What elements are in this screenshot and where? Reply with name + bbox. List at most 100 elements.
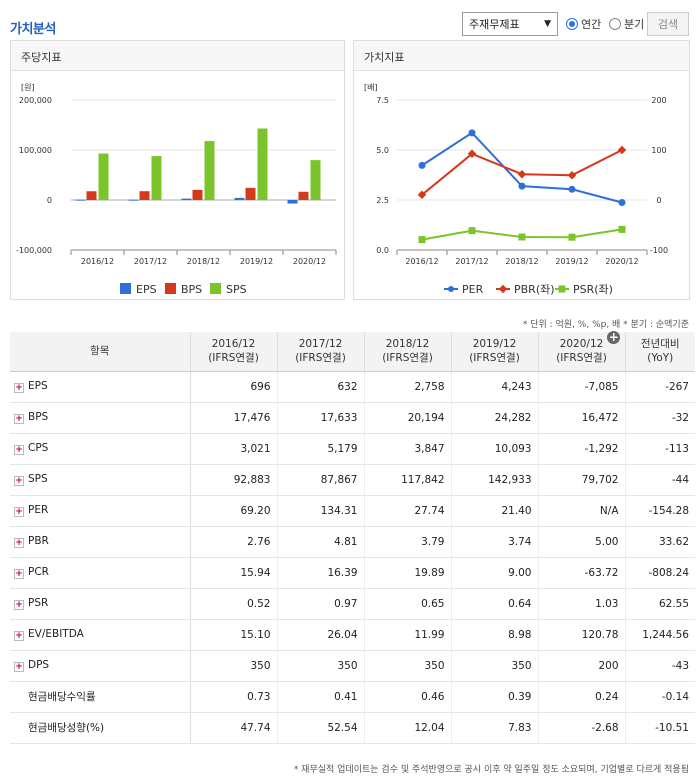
data-point — [468, 227, 476, 235]
expand-row-icon[interactable]: + — [14, 662, 24, 672]
expand-row-icon[interactable]: + — [14, 507, 24, 517]
statement-select[interactable]: 주재무제표 ▼ — [462, 12, 558, 36]
row-label-cell[interactable]: + DPS — [10, 650, 191, 682]
table-row: + SPS 92,883 87,867 117,842 142,933 79,702 -44 — [10, 464, 695, 496]
y-tick-label: 200,000 — [19, 96, 52, 105]
header-text: (IFRS연결) — [295, 352, 346, 365]
table-cell: 2,758 — [364, 371, 452, 403]
table-cell: 3,021 — [190, 433, 278, 465]
legend-label: BPS — [181, 283, 202, 296]
table-cell: 17,476 — [190, 402, 278, 434]
table-cell: -10.51 — [625, 712, 695, 744]
radio-quarter-label: 분기 — [624, 18, 645, 31]
x-tick-label: 2019/12 — [555, 257, 588, 266]
table-cell: -267 — [625, 371, 695, 403]
table-cell: 142,933 — [451, 464, 539, 496]
y-axis-unit: [배] — [364, 83, 378, 92]
row-label-cell[interactable]: + PBR — [10, 526, 191, 558]
expand-row-icon[interactable]: + — [14, 476, 24, 486]
bar-eps — [181, 198, 192, 200]
table-cell: -808.24 — [625, 557, 695, 589]
expand-row-icon[interactable]: + — [14, 569, 24, 579]
data-point — [618, 225, 626, 233]
y-tick-label: 2.5 — [376, 196, 389, 205]
table-row: + PER 69.20 134.31 27.74 21.40 N/A -154.28 — [10, 495, 695, 527]
data-point — [618, 199, 626, 206]
row-label: PSR — [28, 597, 49, 609]
expand-row-icon[interactable]: + — [14, 538, 24, 548]
table-cell: 69.20 — [190, 495, 278, 527]
table-cell: 19.89 — [364, 557, 452, 589]
legend-swatch — [120, 283, 131, 294]
unit-note: * 단위 : 억원, %, %p, 배 * 분기 : 순액기준 — [522, 320, 689, 330]
table-cell: 87,867 — [277, 464, 365, 496]
expand-row-icon[interactable]: + — [14, 631, 24, 641]
expand-row-icon[interactable]: + — [14, 445, 24, 455]
table-cell: 9.00 — [451, 557, 539, 589]
valuation-chart: [배] 7.5 5.0 2.5 0.0 200 100 0 -100 2016/12 2017/12… — [364, 83, 668, 296]
table-row: + PCR 15.94 16.39 19.89 9.00 -63.72 -808.24 — [10, 557, 695, 589]
row-label: PCR — [28, 566, 49, 578]
per-share-chart: [원] 200,000 100,000 0 -100,000 2016/12 2017/12… — [16, 83, 337, 296]
table-cell: 0.41 — [277, 681, 365, 713]
data-point — [617, 145, 627, 155]
table-cell: 117,842 — [364, 464, 452, 496]
row-label-cell[interactable]: + PSR — [10, 588, 191, 620]
table-cell: 0.39 — [451, 681, 539, 713]
x-tick-label: 2018/12 — [187, 257, 220, 266]
table-cell: 10,093 — [451, 433, 539, 465]
table-cell: 62.55 — [625, 588, 695, 620]
table-cell: 24,282 — [451, 402, 539, 434]
radio-annual[interactable]: 연간 — [566, 16, 601, 32]
x-tick-label: 2018/12 — [505, 257, 538, 266]
radio-quarter[interactable]: 분기 — [609, 16, 644, 32]
row-label: 현금배당성향(%) — [28, 722, 105, 734]
table-cell: 0.46 — [364, 681, 452, 713]
bar-eps — [128, 199, 139, 201]
header-text: 2020/12 — [559, 338, 604, 351]
expand-row-icon[interactable]: + — [14, 414, 24, 424]
row-label-cell[interactable]: + BPS — [10, 402, 191, 434]
table-cell: 350 — [190, 650, 278, 682]
legend-label: PBR(좌) — [514, 283, 555, 296]
table-cell: 15.10 — [190, 619, 278, 651]
table-cell: -32 — [625, 402, 695, 434]
y-tick-label: 100,000 — [19, 146, 52, 155]
row-label-cell[interactable]: + CPS — [10, 433, 191, 465]
panel-title: 가치지표 — [354, 41, 689, 71]
row-label-cell[interactable]: + PER — [10, 495, 191, 527]
row-label-cell: 현금배당수익률 — [10, 681, 191, 713]
table-cell: 200 — [538, 650, 626, 682]
table-cell: -43 — [625, 650, 695, 682]
table-cell: -7,085 — [538, 371, 626, 403]
row-label-cell[interactable]: + SPS — [10, 464, 191, 496]
table-cell: -0.14 — [625, 681, 695, 713]
legend-label: SPS — [226, 283, 247, 296]
legend-swatch — [210, 283, 221, 294]
row-label-cell[interactable]: + EPS — [10, 371, 191, 403]
y-right-tick-label: 0 — [656, 196, 661, 205]
table-row: + EV/EBITDA 15.10 26.04 11.99 8.98 120.78 1,244… — [10, 619, 695, 651]
row-label: DPS — [28, 659, 50, 671]
row-label-cell: 현금배당성향(%) — [10, 712, 191, 744]
header-item: 항목 — [10, 332, 191, 372]
row-label-cell[interactable]: + EV/EBITDA — [10, 619, 191, 651]
table-cell: 79,702 — [538, 464, 626, 496]
table-cell: 120.78 — [538, 619, 626, 651]
expand-row-icon[interactable]: + — [14, 383, 24, 393]
search-button[interactable]: 검색 — [647, 12, 689, 36]
expand-columns-icon[interactable]: + — [607, 330, 621, 345]
bar-eps — [287, 200, 298, 204]
bar-bps — [245, 187, 256, 200]
y-right-tick-label: 200 — [651, 96, 666, 105]
table-cell: 20,194 — [364, 402, 452, 434]
table-cell: 21.40 — [451, 495, 539, 527]
table-cell: 4,243 — [451, 371, 539, 403]
header-text: (IFRS연결) — [208, 352, 259, 365]
chevron-down-icon: ▼ — [544, 19, 551, 29]
row-label-cell[interactable]: + PCR — [10, 557, 191, 589]
expand-row-icon[interactable]: + — [14, 600, 24, 610]
table-cell: 0.52 — [190, 588, 278, 620]
table-row: + PSR 0.52 0.97 0.65 0.64 1.03 62.55 — [10, 588, 695, 620]
x-tick-label: 2017/12 — [455, 257, 488, 266]
